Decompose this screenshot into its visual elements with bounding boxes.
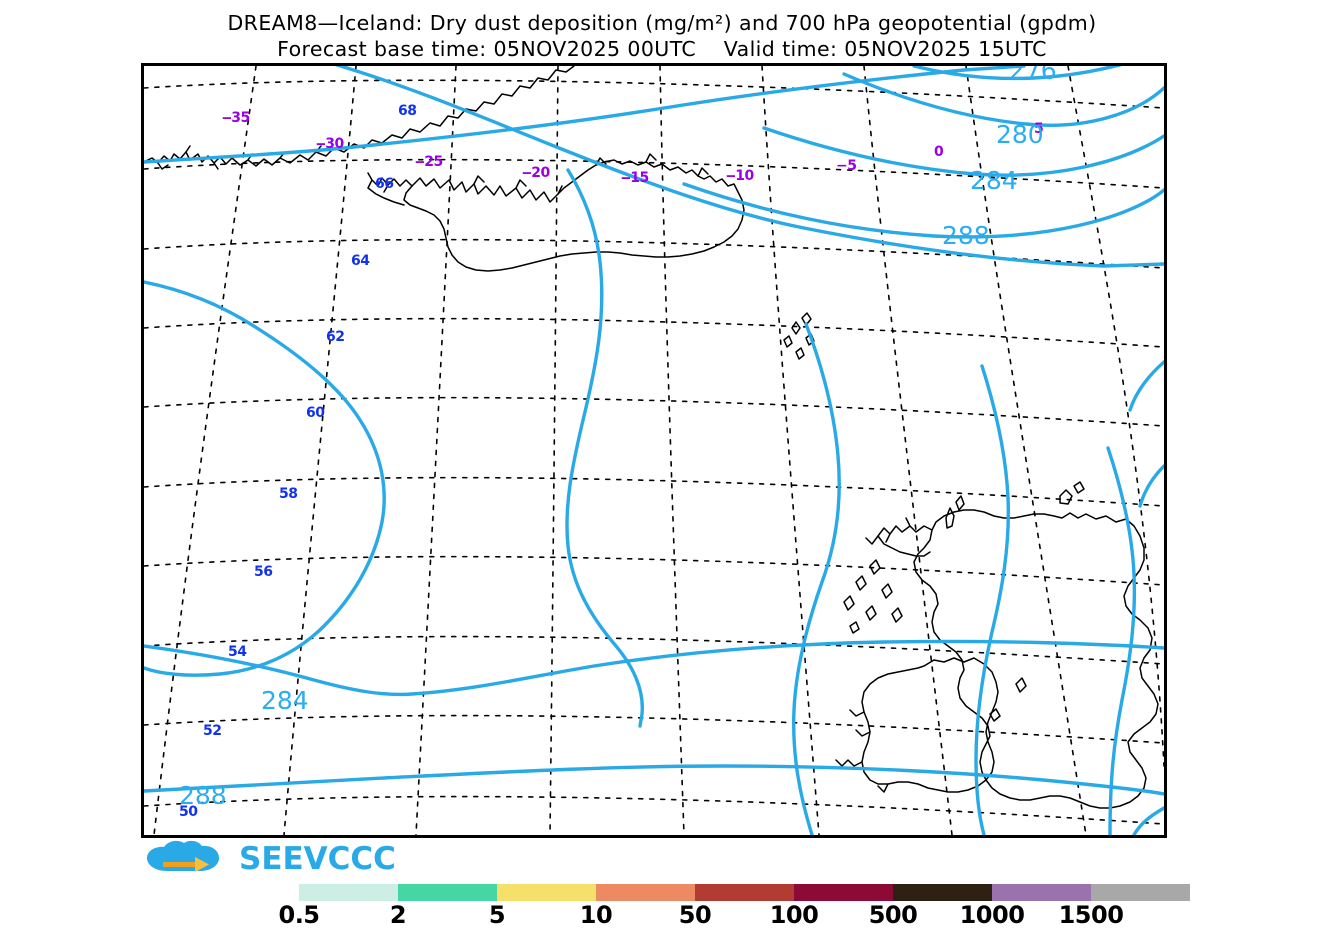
contour-line-284-trough (144, 639, 1164, 697)
coastline-scotland-west-detail (865, 517, 933, 557)
contour-line-central-meander (565, 168, 644, 728)
coastline-orkney (1059, 481, 1085, 505)
colorbar-tick: 2 (389, 901, 407, 929)
colorbar-segment (893, 884, 992, 901)
colorbar-segment (299, 884, 398, 901)
colorbar-segment (1091, 884, 1190, 901)
colorbar-tick: 100 (769, 901, 819, 929)
deposition-colorbar: 0.5 2 5 10 50 100 500 1000 1500 (200, 884, 1190, 929)
contour-line-284-right (762, 126, 1164, 177)
contour-line-norway-edge (1128, 360, 1164, 508)
contour-line-vertical-mid (974, 364, 1010, 835)
chart-title-block: DREAM8—Iceland: Dry dust deposition (mg/… (0, 10, 1324, 62)
colorbar-tick: 500 (868, 901, 918, 929)
map-graphics (144, 66, 1164, 835)
contour-line-276 (912, 66, 1123, 81)
colorbar-tick: 1000 (959, 901, 1025, 929)
colorbar-segment (992, 884, 1091, 901)
coastline-iceland-westfjords (367, 172, 413, 206)
forecast-time-subtitle: Forecast base time: 05NOV2025 00UTC Vali… (277, 37, 1047, 61)
contour-line-upper-left (144, 66, 1026, 164)
map-panel: ‒35 ‒30 ‒25 ‒20 ‒15 ‒10 −5 0 5 68 66 64 … (141, 63, 1167, 838)
seevccc-logo: SEEVCCC (143, 836, 396, 880)
contour-line-288-lower-left (144, 764, 1164, 796)
colorbar-tick: 10 (579, 901, 613, 929)
colorbar-tick: 5 (488, 901, 506, 929)
contour-line-east-corner (1132, 806, 1164, 835)
page-title: DREAM8—Iceland: Dry dust deposition (mg/… (227, 11, 1097, 35)
coastline-faroe-islands (783, 312, 815, 360)
colorbar-strip (200, 884, 1190, 901)
colorbar-segment (398, 884, 497, 901)
contour-line-iceland-arc (334, 66, 1164, 268)
contour-line-vertical-west (792, 322, 841, 835)
colorbar-tick: 50 (678, 901, 712, 929)
coastline-iceland (403, 159, 745, 272)
logo-text: SEEVCCC (239, 841, 396, 877)
graticule-latitude-lines (144, 79, 1164, 825)
coastline-shetland (945, 495, 965, 529)
coastline-greenland (144, 66, 575, 167)
colorbar-segment (200, 884, 299, 901)
coastline-hebrides (843, 559, 903, 634)
contour-line-280 (842, 72, 1164, 127)
colorbar-segment (794, 884, 893, 901)
coastline-ireland-detail (835, 709, 889, 793)
contour-line-288-right (682, 182, 1164, 239)
cloud-arrow-icon (147, 840, 219, 872)
coastline-anglesey (989, 708, 1001, 722)
colorbar-segment (497, 884, 596, 901)
coastline-great-britain (913, 509, 1159, 809)
colorbar-tick: 1500 (1058, 901, 1124, 929)
colorbar-tick-labels: 0.5 2 5 10 50 100 500 1000 1500 (200, 901, 1190, 929)
coastline-ireland (861, 657, 999, 793)
contour-line-vertical-east (1106, 446, 1137, 835)
coastline-isle-of-man (1015, 677, 1027, 693)
colorbar-segment (596, 884, 695, 901)
colorbar-tick: 0.5 (278, 901, 320, 929)
graticule-longitude-lines (153, 66, 1164, 835)
coastline-iceland-north-detail (473, 153, 709, 195)
coastlines (144, 66, 1159, 809)
contour-line-left-bulge (144, 280, 386, 677)
geopotential-contours (144, 66, 1164, 835)
colorbar-segment (695, 884, 794, 901)
